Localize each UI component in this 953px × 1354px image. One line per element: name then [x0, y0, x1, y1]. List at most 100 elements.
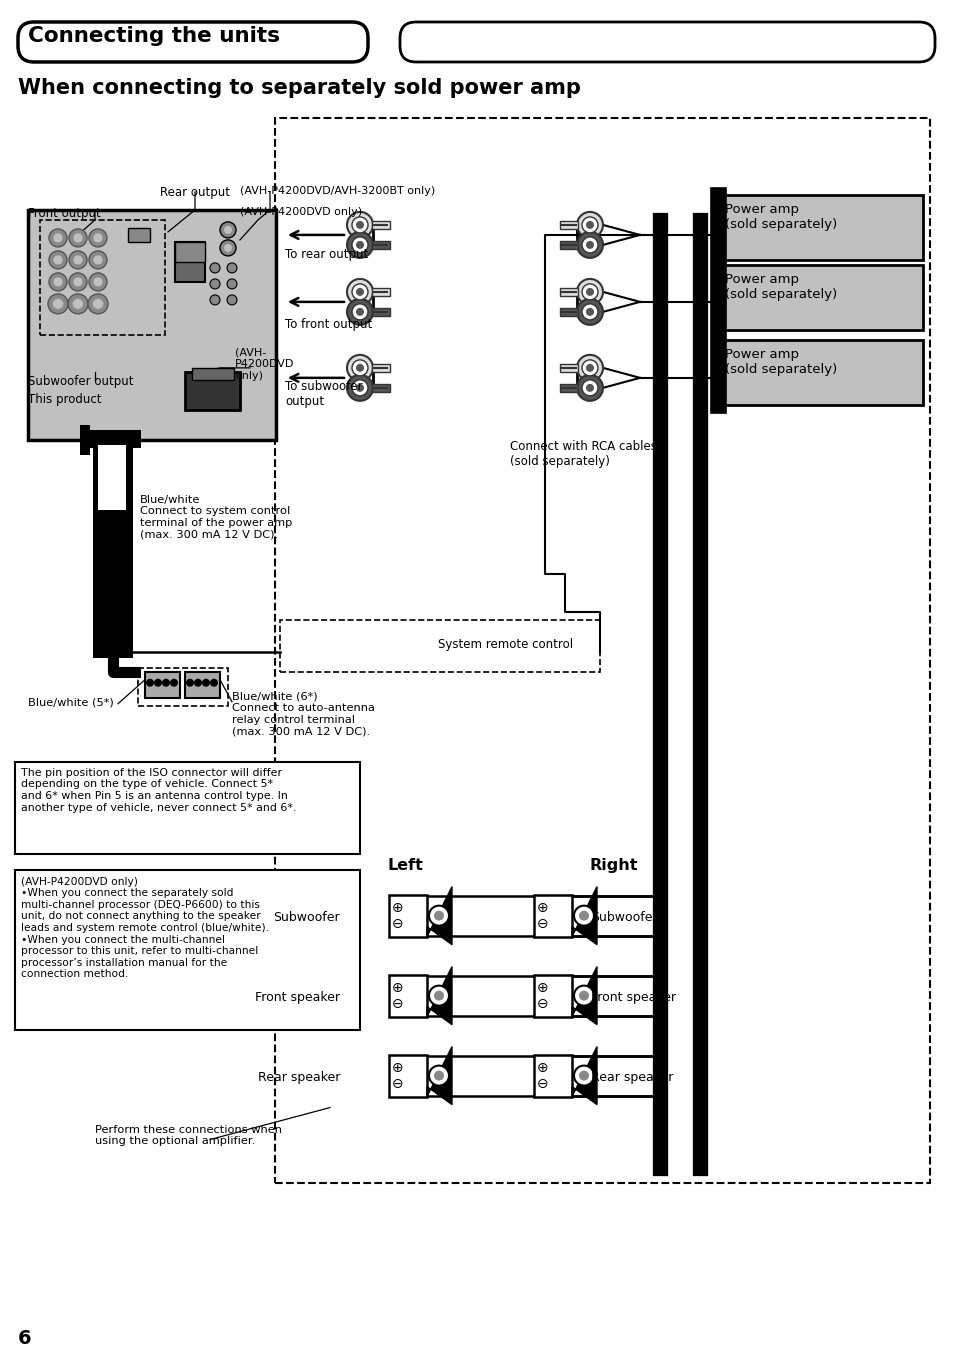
Text: ⊕: ⊕ [392, 1060, 403, 1075]
Circle shape [162, 678, 170, 686]
Circle shape [347, 213, 373, 238]
Circle shape [68, 294, 88, 314]
Text: Blue/white (6*)
Connect to auto-antenna
relay control terminal
(max. 300 mA 12 V: Blue/white (6*) Connect to auto-antenna … [232, 692, 375, 737]
Polygon shape [427, 1047, 452, 1105]
Circle shape [585, 221, 594, 229]
Circle shape [352, 217, 368, 233]
Bar [559, 307, 578, 315]
Circle shape [153, 678, 162, 686]
Bar [128, 227, 150, 242]
Circle shape [434, 1071, 443, 1080]
Bar [145, 672, 180, 697]
Circle shape [581, 303, 598, 320]
Circle shape [48, 294, 68, 314]
Text: ⊕: ⊕ [537, 1060, 548, 1075]
Circle shape [434, 911, 443, 921]
Circle shape [52, 298, 64, 309]
Circle shape [574, 986, 594, 1006]
Text: ⊖: ⊖ [392, 1076, 403, 1090]
Bar [389, 1055, 427, 1097]
Circle shape [202, 678, 210, 686]
Circle shape [429, 1066, 449, 1086]
Circle shape [170, 678, 178, 686]
Text: This product: This product [28, 393, 101, 406]
Text: Right: Right [589, 857, 638, 873]
Text: (AVH-P4200DVD only): (AVH-P4200DVD only) [240, 207, 362, 217]
Circle shape [69, 250, 87, 269]
Bar [185, 672, 220, 697]
Circle shape [92, 278, 103, 287]
Text: ⊕: ⊕ [392, 900, 403, 915]
Bar [98, 445, 126, 510]
Circle shape [210, 678, 218, 686]
Bar [559, 383, 578, 391]
Circle shape [227, 263, 236, 274]
Circle shape [577, 375, 602, 401]
Bar [718, 265, 923, 330]
Text: Connecting the units: Connecting the units [28, 26, 280, 46]
Circle shape [585, 241, 594, 249]
Text: Connect with RCA cables
(sold separately): Connect with RCA cables (sold separately… [510, 440, 657, 468]
Text: Blue/white (5*): Blue/white (5*) [28, 697, 113, 708]
Bar [372, 288, 390, 297]
Circle shape [352, 360, 368, 376]
Circle shape [574, 1066, 594, 1086]
Polygon shape [572, 887, 597, 945]
Text: 6: 6 [18, 1330, 31, 1349]
Text: Subwoofer: Subwoofer [590, 911, 657, 923]
Polygon shape [572, 1047, 597, 1105]
Text: Blue/white
Connect to system control
terminal of the power amp
(max. 300 mA 12 V: Blue/white Connect to system control ter… [140, 494, 292, 540]
Bar [85, 429, 141, 448]
Polygon shape [427, 887, 452, 945]
Bar [718, 340, 923, 405]
Bar [28, 210, 275, 440]
Circle shape [347, 355, 373, 380]
Circle shape [88, 294, 108, 314]
Bar [40, 219, 165, 334]
Circle shape [220, 222, 235, 238]
Circle shape [352, 284, 368, 299]
Bar [559, 288, 578, 297]
Circle shape [69, 274, 87, 291]
Bar [138, 668, 228, 705]
Text: (AVH-P4200DVD only)
•When you connect the separately sold
multi-channel processo: (AVH-P4200DVD only) •When you connect th… [21, 876, 269, 979]
Bar [718, 195, 923, 260]
Text: Power amp
(sold separately): Power amp (sold separately) [724, 348, 837, 376]
Bar [192, 368, 233, 380]
Circle shape [49, 274, 67, 291]
Text: Front speaker: Front speaker [254, 991, 339, 1003]
Bar [372, 383, 390, 391]
Text: The pin position of the ISO connector will differ
depending on the type of vehic: The pin position of the ISO connector wi… [21, 768, 296, 812]
Bar [372, 307, 390, 315]
Text: Perform these connections when
using the optional amplifier.: Perform these connections when using the… [95, 1125, 282, 1147]
Circle shape [53, 255, 63, 265]
Circle shape [429, 906, 449, 926]
Bar [274, 118, 929, 1182]
Circle shape [585, 288, 594, 297]
Circle shape [53, 278, 63, 287]
Text: ⊖: ⊖ [392, 917, 403, 930]
Circle shape [581, 217, 598, 233]
Circle shape [89, 250, 107, 269]
Circle shape [355, 307, 364, 315]
Bar [534, 895, 572, 937]
Bar [80, 425, 90, 455]
Bar [15, 869, 359, 1029]
Bar [559, 364, 578, 372]
Text: ⊖: ⊖ [537, 1076, 548, 1090]
Circle shape [577, 355, 602, 380]
Text: To front output: To front output [285, 318, 372, 330]
Circle shape [581, 360, 598, 376]
Text: When connecting to separately sold power amp: When connecting to separately sold power… [18, 79, 580, 97]
Circle shape [347, 299, 373, 325]
Circle shape [355, 221, 364, 229]
Circle shape [72, 298, 84, 309]
Circle shape [355, 241, 364, 249]
Circle shape [193, 678, 202, 686]
Circle shape [577, 279, 602, 305]
Circle shape [352, 303, 368, 320]
Circle shape [352, 380, 368, 395]
Bar [92, 650, 132, 658]
Circle shape [355, 364, 364, 372]
Circle shape [220, 240, 235, 256]
